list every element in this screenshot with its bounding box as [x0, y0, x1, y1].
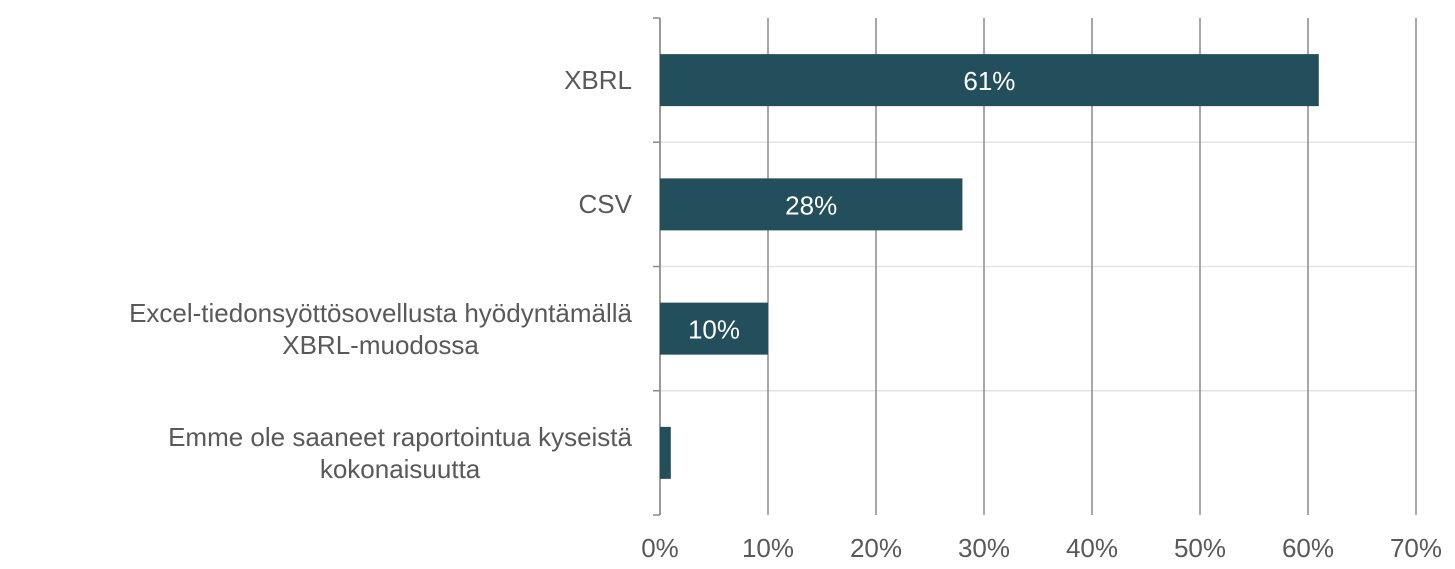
value-label: 28% — [785, 190, 837, 220]
value-label: 10% — [688, 315, 740, 345]
x-tick-label: 20% — [850, 533, 902, 563]
x-tick-label: 0% — [641, 533, 679, 563]
y-tick-label: XBRL — [564, 65, 632, 96]
bar — [660, 54, 1319, 107]
y-tick-label: Excel-tiedonsyöttösovellusta hyödyntämäl… — [129, 297, 632, 360]
x-tick-label: 40% — [1066, 533, 1118, 563]
y-tick-label: Emme ole saaneet raportointua kyseistä k… — [168, 421, 632, 484]
bar — [660, 178, 963, 231]
x-tick-label: 50% — [1174, 533, 1226, 563]
value-label: 61% — [963, 66, 1015, 96]
bar — [660, 426, 671, 479]
x-tick-label: 30% — [958, 533, 1010, 563]
x-tick-label: 10% — [742, 533, 794, 563]
x-tick-label: 60% — [1282, 533, 1334, 563]
x-tick-label: 70% — [1390, 533, 1442, 563]
bar — [660, 302, 768, 355]
y-tick-label: CSV — [578, 189, 632, 220]
